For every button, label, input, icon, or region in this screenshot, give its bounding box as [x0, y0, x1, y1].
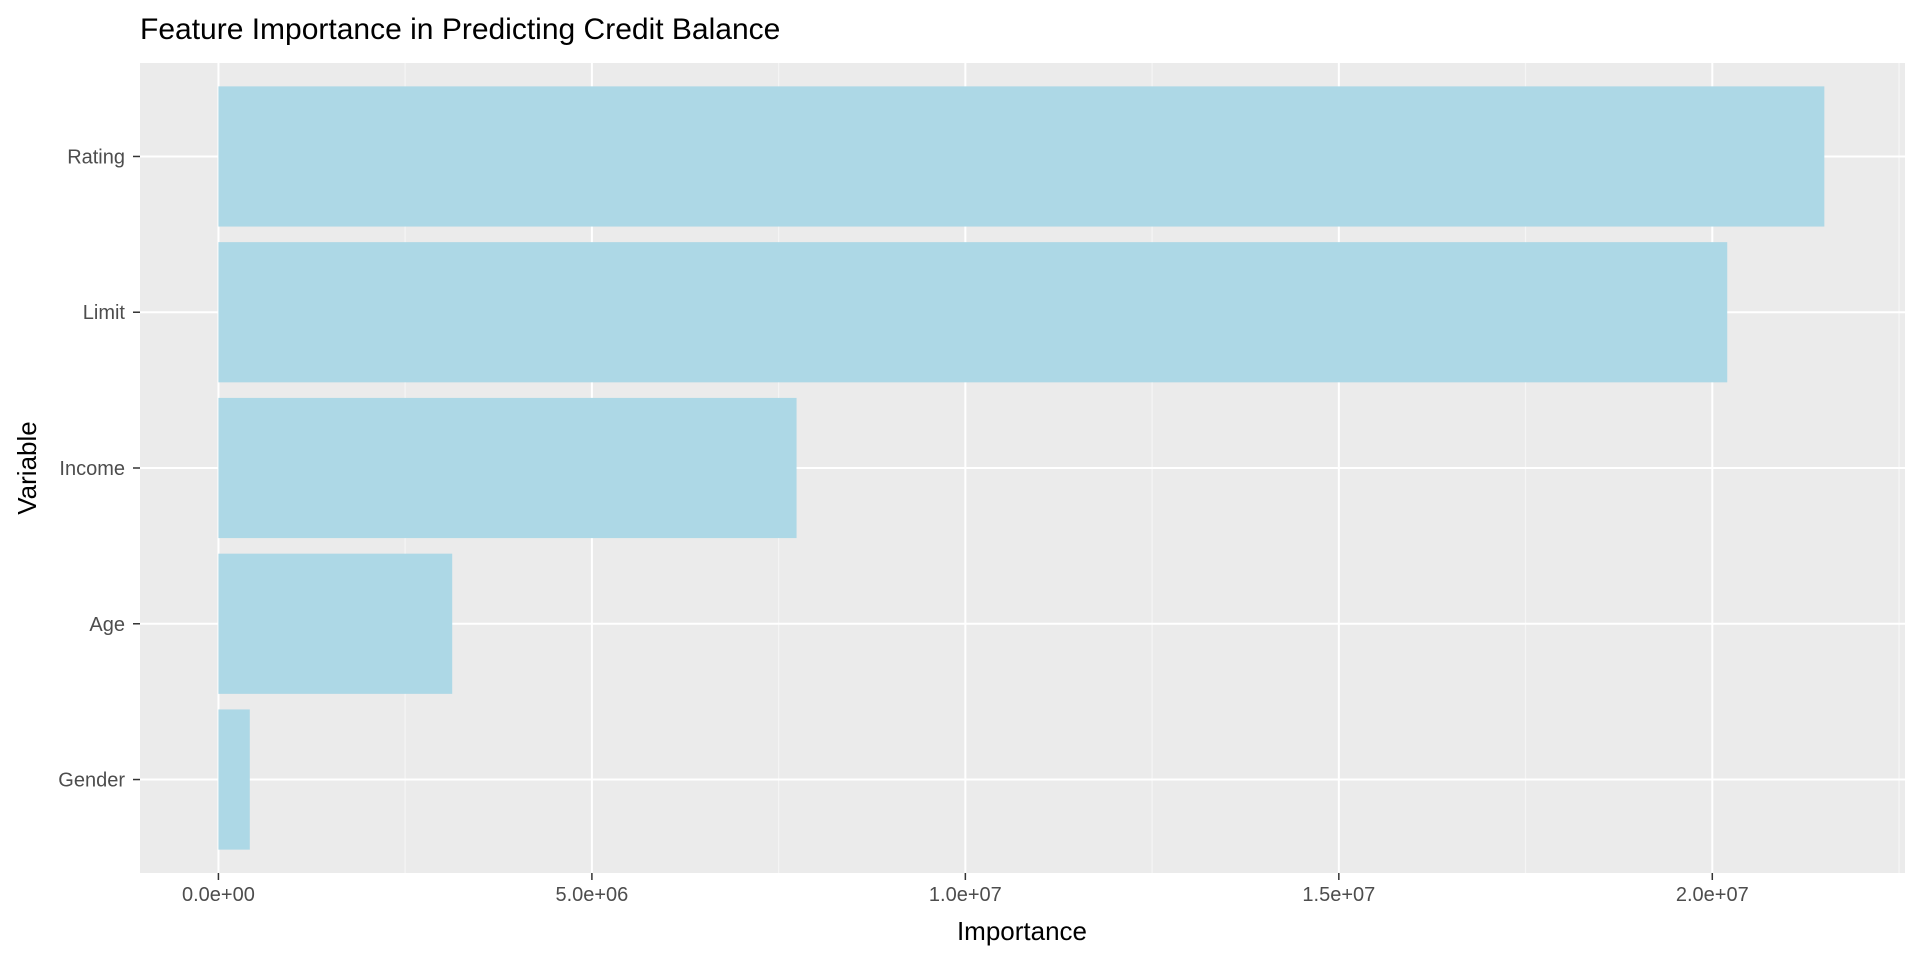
chart-title: Feature Importance in Predicting Credit … — [140, 13, 780, 46]
y-tick-label: Gender — [58, 770, 125, 792]
bar-gender — [218, 709, 250, 850]
bar-limit — [218, 242, 1728, 383]
bar-age — [218, 553, 453, 694]
bar-rating — [218, 86, 1825, 227]
x-axis-title: Importance — [957, 916, 1087, 946]
bar-income — [218, 397, 797, 539]
y-axis: Gender Age Income Limit Rating — [58, 146, 140, 792]
x-tick-label: 1.5e+07 — [1302, 884, 1375, 906]
y-tick-label: Limit — [83, 302, 126, 324]
y-tick-label: Income — [59, 458, 125, 480]
x-tick-label: 0.0e+00 — [182, 884, 255, 906]
y-tick-label: Age — [89, 614, 125, 636]
y-axis-title: Variable — [12, 421, 42, 514]
bars — [218, 86, 1825, 850]
x-tick-label: 2.0e+07 — [1676, 884, 1749, 906]
x-tick-label: 1.0e+07 — [929, 884, 1002, 906]
x-axis: 0.0e+00 5.0e+06 1.0e+07 1.5e+07 2.0e+07 — [182, 873, 1749, 906]
y-tick-label: Rating — [67, 146, 125, 168]
x-tick-label: 5.0e+06 — [555, 884, 628, 906]
